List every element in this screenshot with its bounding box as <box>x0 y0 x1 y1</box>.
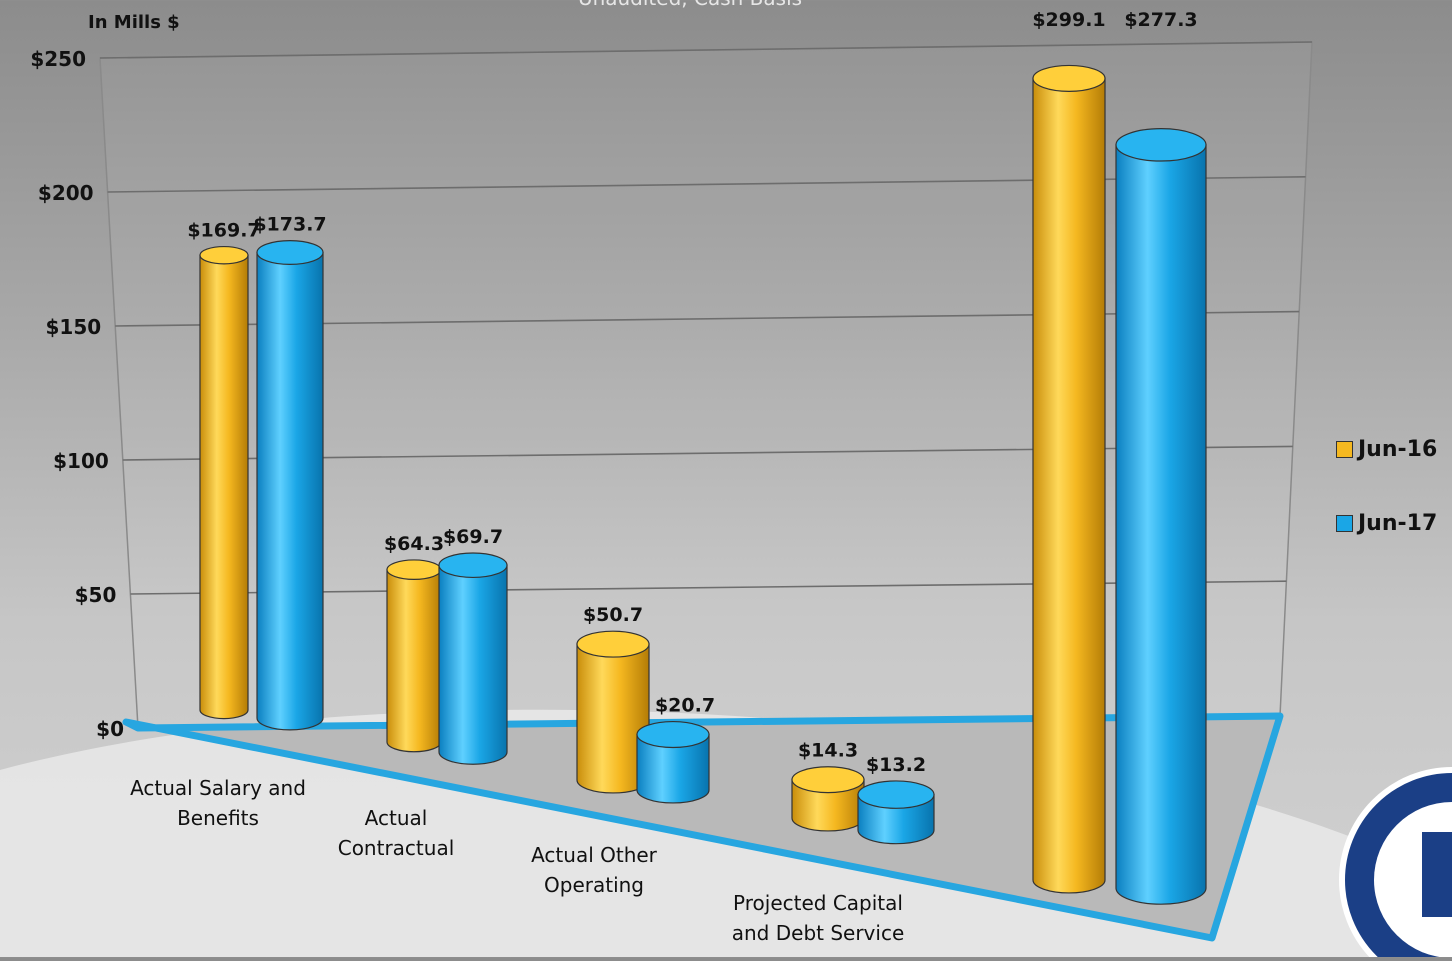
gridline <box>99 41 1313 59</box>
legend-label: Jun-16 <box>1358 436 1438 462</box>
bar-jun-17-0 <box>256 240 324 731</box>
data-label: $299.1 <box>1032 9 1105 31</box>
data-label: $277.3 <box>1124 9 1197 31</box>
bar-jun-17-2 <box>636 720 710 804</box>
bar-group: $169.7$173.7 $64.3$69.7 $50.7 $20.7 $14.3 $13… <box>187 9 1207 905</box>
x-tick-label: Projected Capital and Debt Service <box>732 891 905 945</box>
city-seal-logo <box>1339 767 1452 961</box>
data-label: $14.3 <box>798 740 858 762</box>
gridline <box>107 176 1306 193</box>
bar-jun-16-2 <box>576 630 650 794</box>
x-tick-label: Actual Other Operating <box>531 843 658 897</box>
y-tick-label: $0 <box>96 717 124 741</box>
bar-jun-16-3 <box>791 766 865 832</box>
y-tick-label: $50 <box>75 583 117 607</box>
bar-jun-17-1 <box>438 552 508 765</box>
legend-item-jun-16: Jun-16 <box>1336 434 1437 464</box>
bar-jun-17-3 <box>857 780 935 845</box>
bar-jun-17-4 <box>1115 128 1207 905</box>
y-tick-label: $250 <box>30 47 86 71</box>
floor-plane <box>122 712 1284 942</box>
chart-floor <box>122 712 1284 942</box>
y-tick-label: $150 <box>46 315 102 339</box>
bar-jun-16-1 <box>386 559 442 753</box>
legend-swatch-jun-16 <box>1336 440 1353 458</box>
bar-jun-16-4 <box>1032 64 1106 894</box>
legend: Jun-16 Jun-17 <box>1336 434 1437 582</box>
legend-item-jun-17: Jun-17 <box>1336 508 1437 538</box>
x-axis-labels: Actual Salary and Benefits Actual Contractu… <box>130 776 904 945</box>
data-label: $20.7 <box>655 695 715 717</box>
y-axis-unit-label: In Mills $ <box>88 12 180 33</box>
data-label: $169.7 <box>187 220 260 242</box>
bar-jun-16-0 <box>199 245 249 720</box>
data-label: $173.7 <box>253 214 326 236</box>
y-tick-label: $200 <box>38 181 94 205</box>
data-label: $13.2 <box>866 754 926 776</box>
legend-label: Jun-17 <box>1358 510 1438 536</box>
y-axis-ticks: $0 $50 $100 $150 $200 $250 <box>30 47 124 741</box>
data-label: $69.7 <box>443 526 503 548</box>
x-tick-label: Actual Salary and Benefits <box>130 776 306 830</box>
data-label: $50.7 <box>583 604 643 626</box>
legend-swatch-jun-17 <box>1336 514 1353 532</box>
data-label: $64.3 <box>384 533 444 555</box>
y-tick-label: $100 <box>53 449 109 473</box>
chart-subtitle: Unaudited, Cash Basis <box>490 0 890 10</box>
x-tick-label: Actual Contractual <box>338 806 455 860</box>
